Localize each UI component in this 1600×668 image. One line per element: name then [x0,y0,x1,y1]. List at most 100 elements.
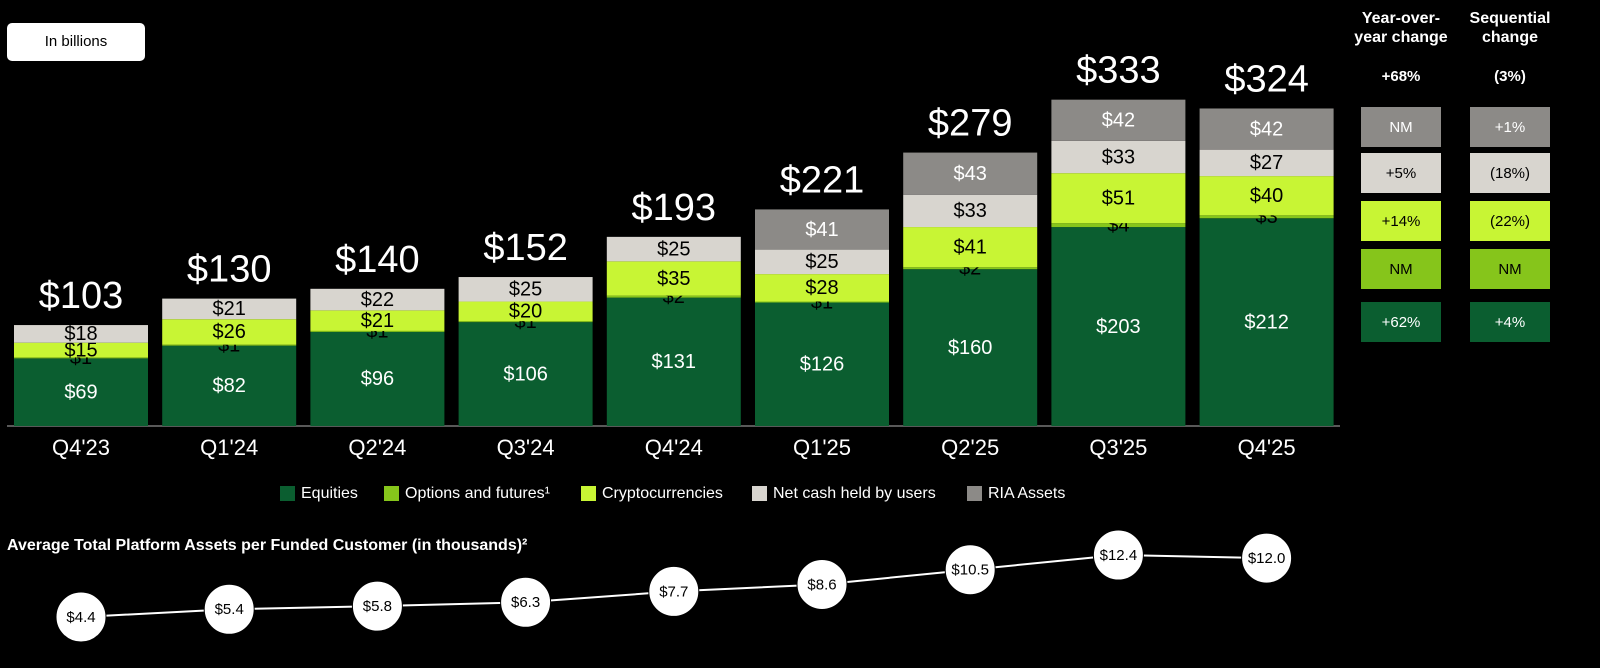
x-tick-label: Q4'25 [1238,435,1296,460]
bar-segment [14,358,148,426]
x-tick-label: Q2'24 [348,435,406,460]
column-header: year change [1354,29,1447,46]
segment-label: $69 [64,381,97,403]
legend-swatch [384,486,399,501]
segment-label: $96 [361,368,394,390]
bar-segment [755,249,889,275]
segment-label: $42 [1250,118,1283,140]
column-header: Year-over- [1362,10,1440,27]
unit-label: In billions [45,33,108,50]
change-value: +5% [1386,165,1416,182]
bar-segment [755,301,889,303]
bar-segment [606,297,741,426]
legend-label: Equities [301,485,358,502]
bar-segment [1199,215,1334,219]
point [648,565,700,617]
change-value: +1% [1495,119,1525,136]
bar-segment [162,298,297,320]
segment-label: $41 [805,219,838,241]
point-label: $10.5 [951,562,989,579]
legend-label: Net cash held by users [773,485,936,502]
segment-label: $25 [509,279,542,301]
segment-label: $126 [800,354,845,376]
bar-segment [903,269,1038,426]
change-box [1470,153,1550,193]
bar-segment [310,331,445,426]
segment-label: $27 [1250,152,1283,174]
column-header: change [1482,29,1538,46]
point-label: $5.4 [215,601,244,618]
segment-label: $18 [64,323,97,345]
point [1241,532,1293,584]
point-label: $12.0 [1248,550,1286,567]
segment-label: $106 [503,363,548,385]
change-box [1361,249,1441,289]
segment-label: $26 [213,321,246,343]
change-value: +14% [1382,213,1421,230]
point [1092,529,1144,581]
x-tick-label: Q3'25 [1089,435,1147,460]
point-label: $12.4 [1100,547,1138,564]
bar-segment [606,261,741,296]
bar-segment [755,209,889,250]
bar-segment [1051,99,1186,141]
total-label: $152 [483,227,568,269]
bar-segment [162,344,297,346]
change-box [1361,302,1441,342]
total-label: $333 [1076,50,1161,92]
bar-segment [310,288,445,311]
point [55,591,107,643]
bar-segment [1199,149,1334,177]
bar-segment [458,322,593,426]
point-label: $8.6 [807,576,836,593]
point [944,544,996,596]
segment-label: $22 [361,289,394,311]
bar-segment [1051,173,1186,224]
segment-label: $25 [657,238,690,260]
segment-label: $20 [509,301,542,323]
change-box [1361,201,1441,241]
segment-label: $33 [954,200,987,222]
bar-segment [606,295,741,298]
x-tick-label: Q3'24 [497,435,555,460]
segment-label: $21 [213,298,246,320]
bar-segment [14,342,148,358]
change-box [1470,249,1550,289]
bar-segment [755,302,889,426]
point-label: $7.7 [659,583,688,600]
change-box [1361,107,1441,147]
bar-segment [1199,218,1334,426]
bar-segment [903,194,1038,228]
bar-segment [903,152,1038,195]
legend-swatch [581,486,596,501]
segment-label: $40 [1250,185,1283,207]
segment-label: $82 [213,375,246,397]
segment-label: $28 [805,277,838,299]
total-label: $221 [780,159,865,201]
segment-label: $33 [1102,146,1135,168]
bar-segment [14,325,148,343]
change-value: NM [1389,119,1412,136]
change-value: (18%) [1490,165,1530,182]
segment-label: $131 [652,351,697,373]
bar-segment [1051,223,1186,228]
bar-segment [14,357,148,359]
x-tick-label: Q4'24 [645,435,703,460]
bar-segment [1199,176,1334,216]
change-value: +4% [1495,314,1525,331]
change-value: NM [1498,261,1521,278]
line-title: Average Total Platform Assets per Funded… [7,537,527,554]
bar-segment [755,274,889,302]
total-change: (3%) [1494,68,1526,85]
column-header: Sequential [1470,10,1551,27]
bar-segment [162,319,297,345]
total-change: +68% [1382,68,1421,85]
segment-label: $25 [805,251,838,273]
segment-label: $21 [361,310,394,332]
legend-swatch [280,486,295,501]
bar-segment [1199,108,1334,150]
change-value: +62% [1382,314,1421,331]
bar-segment [458,321,593,323]
legend-label: Cryptocurrencies [602,485,723,502]
